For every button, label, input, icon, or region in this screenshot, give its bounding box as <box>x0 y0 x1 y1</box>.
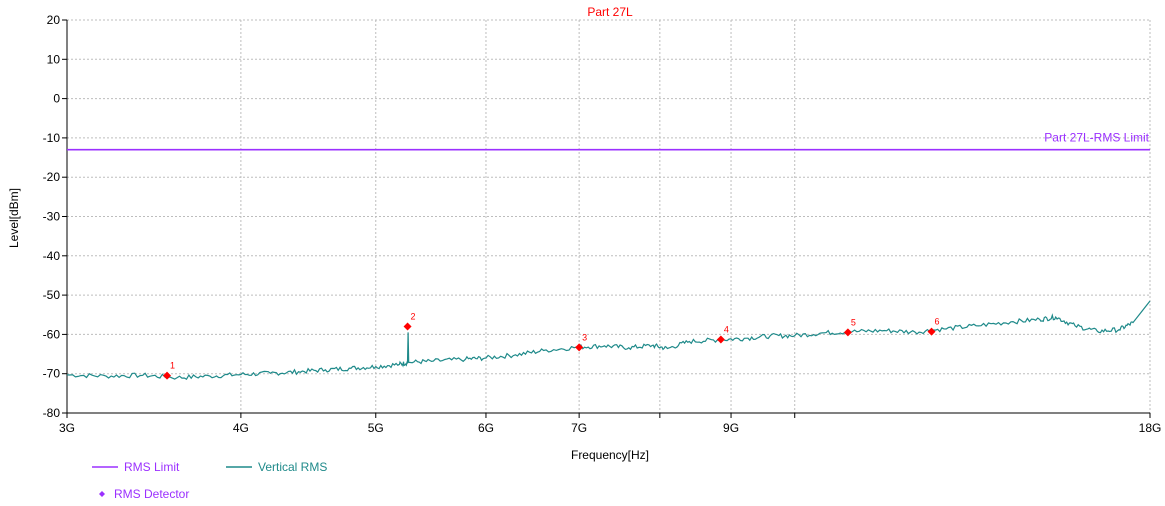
marker-point <box>843 328 852 337</box>
marker-layer: 1 2 3 4 5 6 <box>163 312 940 380</box>
series-layer: Part 27L-RMS Limit <box>66 131 1151 380</box>
series-line-vertical-rms <box>66 300 1151 380</box>
y-tick-label: -30 <box>43 210 61 224</box>
x-tick-label: 9G <box>723 421 739 435</box>
marker-label: 6 <box>935 317 940 327</box>
chart-title: Part 27L <box>587 5 633 19</box>
marker-point <box>163 371 172 380</box>
y-tick-label: 20 <box>47 13 61 27</box>
grid <box>66 19 1151 414</box>
y-tick-label: 0 <box>53 92 60 106</box>
marker-point <box>716 335 725 344</box>
y-tick-label: -60 <box>43 327 61 341</box>
marker-label: 1 <box>170 361 175 371</box>
x-tick-label: 7G <box>571 421 587 435</box>
legend-label: RMS Detector <box>114 487 189 501</box>
y-tick-label: -50 <box>43 288 61 302</box>
legend-swatch-diamond <box>99 491 105 497</box>
marker-point <box>575 343 584 352</box>
y-tick-label: 10 <box>47 52 61 66</box>
rms-limit-label: Part 27L-RMS Limit <box>1044 131 1149 145</box>
y-axis-title: Level[dBm] <box>7 188 21 248</box>
marker-label: 4 <box>724 325 729 335</box>
y-tick-label: -10 <box>43 131 61 145</box>
x-tick-label: 4G <box>233 421 249 435</box>
x-tick-label: 3G <box>59 421 75 435</box>
marker-label: 2 <box>411 312 416 322</box>
legend-label: RMS Limit <box>124 460 180 474</box>
marker-label: 5 <box>851 317 856 327</box>
x-tick-label: 18G <box>1139 421 1162 435</box>
x-tick-label: 5G <box>368 421 384 435</box>
y-tick-label: -40 <box>43 249 61 263</box>
x-axis-title: Frequency[Hz] <box>571 448 649 462</box>
marker-point <box>927 327 936 336</box>
legend: RMS Limit Vertical RMS RMS Detector <box>92 460 327 501</box>
marker-point <box>403 322 412 331</box>
x-tick-label: 6G <box>478 421 494 435</box>
legend-label: Vertical RMS <box>258 460 327 474</box>
y-tick-label: -80 <box>43 406 61 420</box>
y-tick-label: -20 <box>43 170 61 184</box>
y-tick-label: -70 <box>43 367 61 381</box>
marker-label: 3 <box>582 332 587 342</box>
